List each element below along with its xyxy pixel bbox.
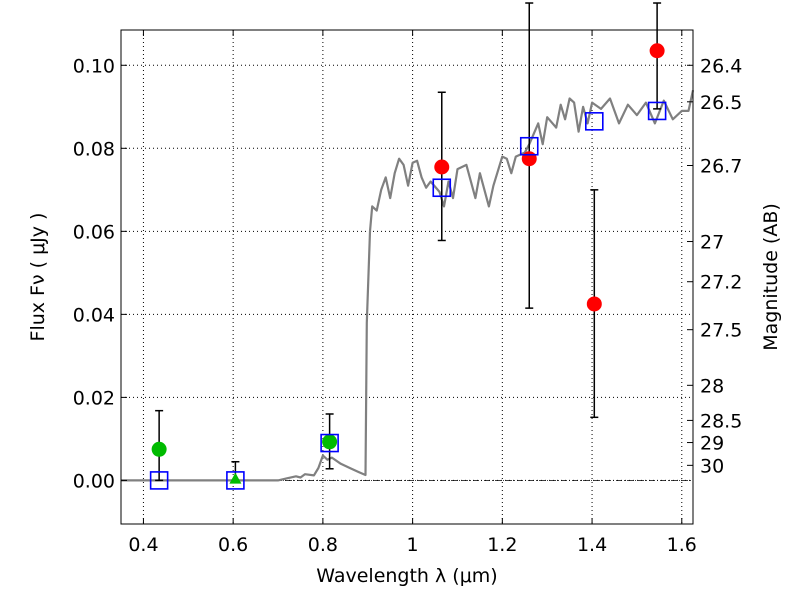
red-point-0 <box>434 159 450 175</box>
mag-tick-label-8: 29 <box>700 433 724 455</box>
y-tick-label-3: 0.06 <box>73 221 115 243</box>
mag-tick-label-9: 30 <box>700 455 724 477</box>
x-tick-label-1: 0.6 <box>218 534 248 556</box>
model-square-1 <box>226 471 245 490</box>
x-ticks-group: 0.4 0.6 0.8 1 1.2 1.4 1.6 <box>128 30 697 556</box>
mag-tick-label-2: 26.7 <box>700 156 742 178</box>
mag-tick-label-1: 26.5 <box>700 92 742 114</box>
y-tick-label-0: 0.00 <box>73 470 115 492</box>
x-tick-label-5: 1.4 <box>577 534 607 556</box>
model-square-2 <box>320 433 339 453</box>
model-square-0 <box>149 471 169 490</box>
green-point-2 <box>322 434 338 450</box>
plot-frame <box>120 29 694 525</box>
template-spectrum-line <box>121 89 695 482</box>
x-tick-label-2: 0.8 <box>308 534 338 556</box>
x-tick-label-4: 1.2 <box>487 534 517 556</box>
model-square-3 <box>432 178 452 198</box>
x-tick-label-3: 1 <box>407 534 419 556</box>
mag-tick-label-5: 27.5 <box>700 320 742 342</box>
model-square-6 <box>647 101 667 121</box>
plot-background <box>121 30 693 524</box>
green-point-1 <box>229 472 242 484</box>
mag-tick-label-7: 28.5 <box>700 410 742 432</box>
red-points-group <box>434 43 665 312</box>
template-spectrum-group <box>121 89 695 482</box>
model-square-4 <box>519 136 539 156</box>
mag-tick-label-4: 27.2 <box>700 272 742 294</box>
y-tick-label-5: 0.10 <box>73 55 115 77</box>
y-tick-label-1: 0.02 <box>73 387 115 409</box>
y-axis-right-label: Magnitude (AB) <box>760 203 782 351</box>
red-point-1 <box>521 151 537 167</box>
red-point-3 <box>649 43 665 59</box>
y-tick-label-4: 0.08 <box>73 138 115 160</box>
green-point-0 <box>151 441 167 457</box>
mag-tick-label-3: 27 <box>700 232 724 254</box>
model-square-5 <box>585 112 604 131</box>
y-tick-label-2: 0.04 <box>73 304 115 326</box>
red-point-2 <box>586 296 602 312</box>
mag-tick-label-0: 26.4 <box>700 55 742 77</box>
x-axis-label: Wavelength λ (μm) <box>316 565 497 587</box>
green-points-group <box>151 434 338 484</box>
y-ticks-group: 0.00 0.02 0.04 0.06 0.08 0.10 <box>73 55 127 492</box>
y-axis-label: Flux Fν ( μJy ) <box>27 213 49 342</box>
x-tick-label-6: 1.6 <box>667 534 697 556</box>
x-tick-label-0: 0.4 <box>128 534 158 556</box>
model-points-group <box>149 101 667 490</box>
mag-tick-label-6: 28 <box>700 375 724 397</box>
